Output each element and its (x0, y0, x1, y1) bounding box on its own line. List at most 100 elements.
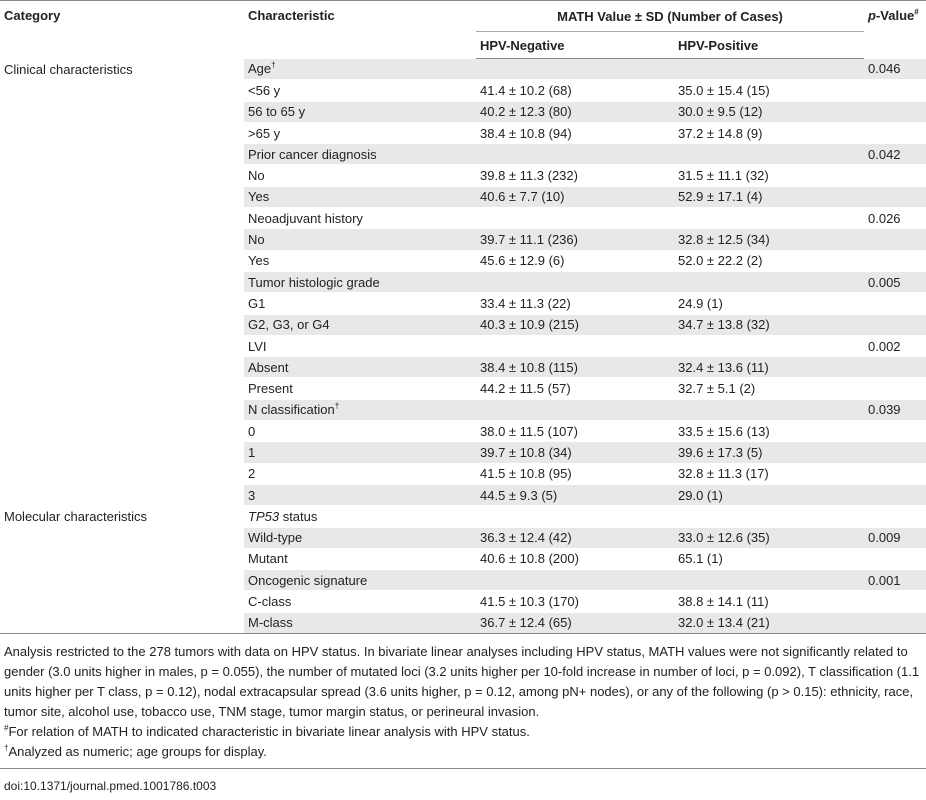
cell-hpv-positive: 52.9 ± 17.1 (4) (674, 186, 864, 209)
cell-hpv-positive: 32.7 ± 5.1 (2) (674, 377, 864, 400)
table-row: Prior cancer diagnosis 0.042 (0, 143, 926, 166)
characteristic-text: 1 (248, 444, 256, 460)
cell-hpv-negative: 40.6 ± 10.8 (200) (476, 548, 674, 571)
cell-hpv-positive: 37.2 ± 14.8 (9) (674, 122, 864, 145)
cell-characteristic: G2, G3, or G4 (244, 314, 476, 336)
cell-category: Clinical characteristics (0, 58, 244, 81)
cell-p-value (864, 548, 926, 571)
cell-p-value (864, 441, 926, 464)
cell-hpv-negative: 40.6 ± 7.7 (10) (476, 186, 674, 209)
characteristic-text: Present (248, 381, 293, 397)
cell-characteristic: M-class (244, 612, 476, 635)
cell-hpv-positive: 32.8 ± 11.3 (17) (674, 463, 864, 485)
cell-characteristic: Yes (244, 186, 476, 209)
header-hpv-negative: HPV-Negative (476, 31, 674, 59)
table-row: G1 33.4 ± 11.3 (22) 24.9 (1) (0, 292, 926, 315)
table-row: Mutant 40.6 ± 10.8 (200) 65.1 (1) (0, 548, 926, 571)
cell-category (0, 399, 244, 422)
cell-p-value: 0.046 (864, 58, 926, 81)
characteristic-text: G2, G3, or G4 (248, 317, 330, 333)
table-row: M-class 36.7 ± 12.4 (65) 32.0 ± 13.4 (21) (0, 612, 926, 635)
cell-p-value (864, 377, 926, 400)
cell-hpv-negative: 36.7 ± 12.4 (65) (476, 612, 674, 635)
characteristic-text: Oncogenic signature (248, 572, 368, 588)
characteristic-text: 56 to 65 y (248, 104, 306, 120)
cell-p-value (864, 101, 926, 123)
cell-p-value (864, 484, 926, 507)
cell-hpv-negative (476, 569, 674, 592)
cell-hpv-negative: 44.5 ± 9.3 (5) (476, 484, 674, 507)
characteristic-text: <56 y (248, 82, 281, 98)
table-row: C-class 41.5 ± 10.3 (170) 38.8 ± 14.1 (11) (0, 590, 926, 613)
table-row: 0 38.0 ± 11.5 (107) 33.5 ± 15.6 (13) (0, 420, 926, 443)
footnote-dagger-mark: † (4, 743, 9, 753)
cell-hpv-positive (674, 58, 864, 81)
cell-characteristic: >65 y (244, 122, 476, 145)
cell-category (0, 101, 244, 123)
cell-hpv-negative: 41.4 ± 10.2 (68) (476, 79, 674, 102)
cell-characteristic: G1 (244, 292, 476, 315)
cell-hpv-positive: 33.5 ± 15.6 (13) (674, 420, 864, 443)
cell-hpv-negative (476, 143, 674, 166)
cell-hpv-positive (674, 335, 864, 358)
table-row: >65 y 38.4 ± 10.8 (94) 37.2 ± 14.8 (9) (0, 122, 926, 145)
header-p-mark: # (914, 7, 919, 17)
table-row: 2 41.5 ± 10.8 (95) 32.8 ± 11.3 (17) (0, 463, 926, 485)
cell-category (0, 143, 244, 166)
cell-characteristic: 56 to 65 y (244, 101, 476, 123)
cell-hpv-positive: 38.8 ± 14.1 (11) (674, 590, 864, 613)
cell-hpv-positive: 31.5 ± 11.1 (32) (674, 164, 864, 187)
doi-line[interactable]: doi:10.1371/journal.pmed.1001786.t003 (0, 768, 926, 793)
cell-category (0, 612, 244, 635)
cell-p-value (864, 590, 926, 613)
cell-hpv-positive: 32.8 ± 12.5 (34) (674, 228, 864, 251)
cell-hpv-negative: 36.3 ± 12.4 (42) (476, 527, 674, 549)
cell-p-value (864, 186, 926, 209)
header-category: Category (4, 8, 61, 23)
footnote-mark: † (334, 402, 340, 412)
cell-hpv-negative: 39.7 ± 10.8 (34) (476, 441, 674, 464)
cell-category (0, 271, 244, 294)
cell-p-value: 0.039 (864, 399, 926, 422)
cell-category: Molecular characteristics (0, 505, 244, 528)
footnote-dagger: †Analyzed as numeric; age groups for dis… (4, 742, 922, 762)
cell-characteristic: No (244, 164, 476, 187)
cell-category (0, 314, 244, 336)
cell-category (0, 122, 244, 145)
characteristic-text: Prior cancer diagnosis (248, 146, 377, 162)
table-row: Neoadjuvant history 0.026 (0, 207, 926, 230)
cell-p-value (864, 250, 926, 272)
cell-p-value: 0.005 (864, 271, 926, 294)
cell-hpv-positive: 24.9 (1) (674, 292, 864, 315)
cell-characteristic: Neoadjuvant history (244, 207, 476, 230)
cell-category (0, 441, 244, 464)
cell-category (0, 186, 244, 209)
table-row: <56 y 41.4 ± 10.2 (68) 35.0 ± 15.4 (15) (0, 79, 926, 102)
header-math-value: MATH Value ± SD (Number of Cases) (476, 0, 864, 32)
cell-p-value (864, 612, 926, 635)
table-header: Category Characteristic MATH Value ± SD … (0, 0, 926, 59)
cell-category (0, 335, 244, 358)
cell-hpv-positive: 32.0 ± 13.4 (21) (674, 612, 864, 635)
cell-hpv-negative (476, 505, 674, 528)
cell-characteristic: 3 (244, 484, 476, 507)
table-row: N classification† 0.039 (0, 399, 926, 422)
cell-p-value (864, 505, 926, 528)
cell-hpv-negative: 38.0 ± 11.5 (107) (476, 420, 674, 443)
table-row: 1 39.7 ± 10.8 (34) 39.6 ± 17.3 (5) (0, 441, 926, 464)
cell-hpv-positive (674, 271, 864, 294)
table-row: Present 44.2 ± 11.5 (57) 32.7 ± 5.1 (2) (0, 377, 926, 400)
cell-hpv-positive (674, 505, 864, 528)
cell-hpv-positive (674, 207, 864, 230)
header-p-rest: -Value (875, 8, 915, 23)
cell-p-value (864, 79, 926, 102)
cell-category (0, 463, 244, 485)
cell-p-value (864, 420, 926, 443)
footnote-main: Analysis restricted to the 278 tumors wi… (4, 644, 920, 720)
cell-hpv-positive: 35.0 ± 15.4 (15) (674, 79, 864, 102)
cell-category (0, 527, 244, 549)
cell-hpv-negative (476, 271, 674, 294)
cell-characteristic: N classification† (244, 399, 476, 422)
cell-hpv-positive: 52.0 ± 22.2 (2) (674, 250, 864, 272)
cell-hpv-negative (476, 335, 674, 358)
